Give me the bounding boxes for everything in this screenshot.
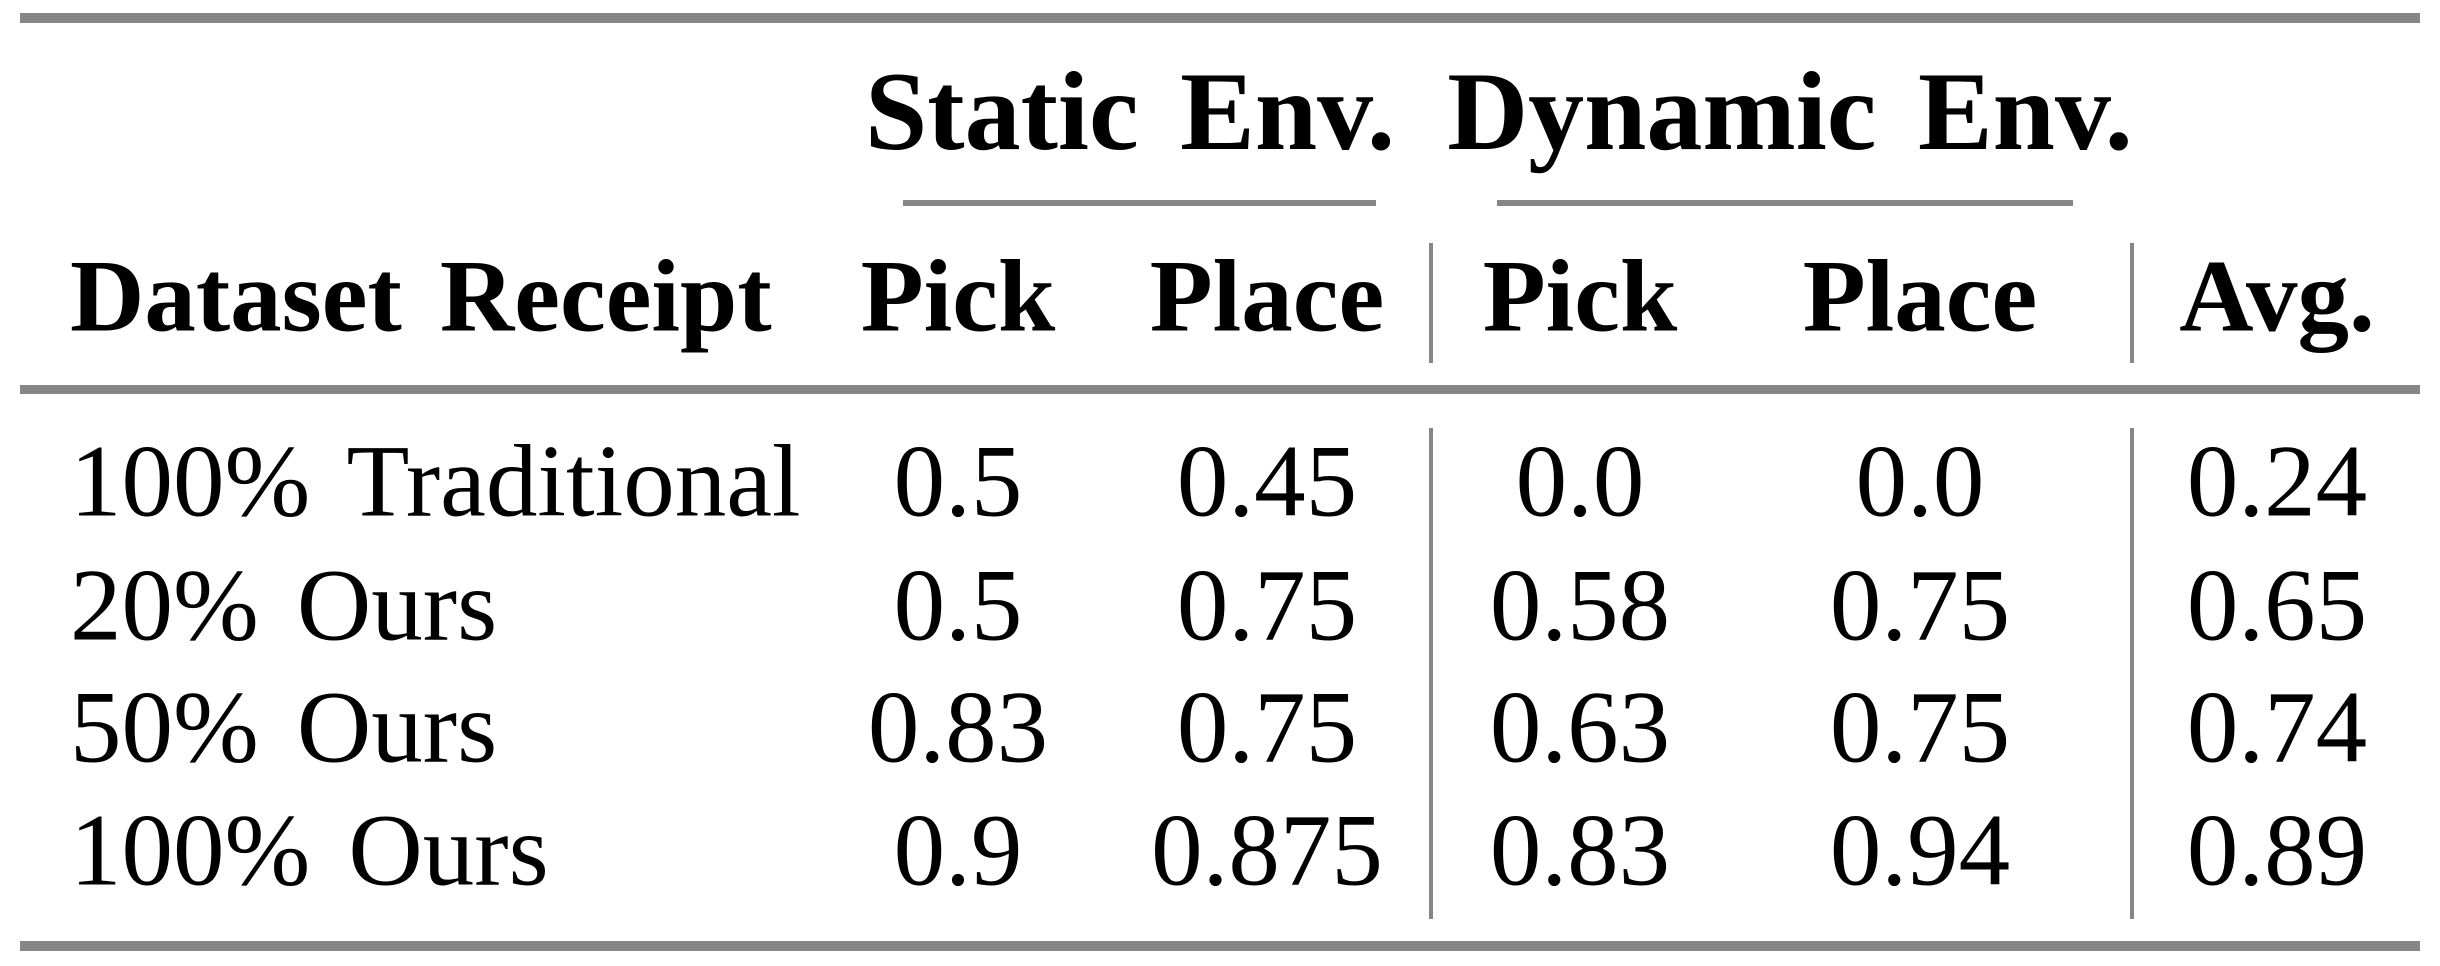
table-cell: 0.89 [2186, 793, 2368, 908]
column-header-static-place: Place [1149, 239, 1385, 354]
table-cell: 0.94 [1829, 793, 2011, 908]
top-rule [20, 13, 2420, 23]
column-header-dataset-receipt: Dataset Receipt [70, 239, 772, 354]
column-header-static-pick: Pick [860, 239, 1056, 354]
table-cell: 0.75 [1829, 548, 2011, 663]
table-cell: 0.65 [2186, 548, 2368, 663]
header-midrule [20, 385, 2420, 394]
table-cell: 0.83 [1489, 793, 1671, 908]
column-header-dynamic-place: Place [1802, 239, 2038, 354]
row-label: 50% Ours [70, 670, 498, 785]
bottom-rule [20, 941, 2420, 951]
row-label: 100% Traditional [70, 424, 801, 539]
group-header-static-env: Static Env. [865, 50, 1395, 174]
table-cell: 0.58 [1489, 548, 1671, 663]
cmidrule-static-env [903, 200, 1376, 206]
vertical-rule-dynamic-avg-body [2130, 428, 2134, 919]
row-label: 20% Ours [70, 548, 498, 663]
vertical-rule-dynamic-avg-header [2130, 243, 2134, 363]
table-cell: 0.83 [867, 670, 1049, 785]
group-header-dynamic-env: Dynamic Env. [1447, 50, 2133, 174]
cmidrule-dynamic-env [1497, 200, 2073, 206]
table-cell: 0.875 [1151, 793, 1383, 908]
table-cell: 0.75 [1176, 670, 1358, 785]
table-cell: 0.24 [2186, 424, 2368, 539]
table-cell: 0.75 [1176, 548, 1358, 663]
vertical-rule-static-dynamic-body [1429, 428, 1433, 919]
table-cell: 0.5 [893, 548, 1023, 663]
table-cell: 0.0 [1515, 424, 1645, 539]
table-cell: 0.0 [1855, 424, 1985, 539]
vertical-rule-static-dynamic-header [1429, 243, 1433, 363]
column-header-avg: Avg. [2179, 239, 2375, 354]
row-label: 100% Ours [70, 793, 549, 908]
table-cell: 0.5 [893, 424, 1023, 539]
column-header-dynamic-pick: Pick [1482, 239, 1678, 354]
table-cell: 0.75 [1829, 670, 2011, 785]
table-cell: 0.9 [893, 793, 1023, 908]
table-cell: 0.63 [1489, 670, 1671, 785]
table-cell: 0.45 [1176, 424, 1358, 539]
table-cell: 0.74 [2186, 670, 2368, 785]
